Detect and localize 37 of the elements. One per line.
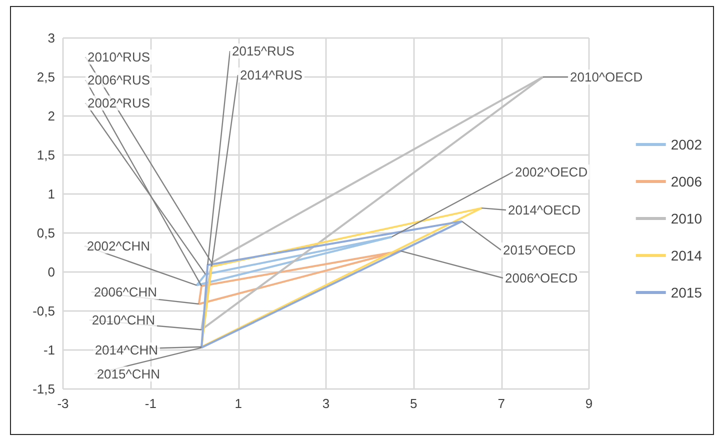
x-tick-label: -3 — [57, 396, 69, 411]
annotation: 2010^CHN — [92, 312, 155, 328]
x-tick-label: 5 — [410, 396, 418, 411]
x-tick-label: 3 — [322, 396, 330, 411]
annotation: 2015^CHN — [96, 366, 160, 382]
x-tick-label: 9 — [585, 396, 593, 411]
x-tick-label: 1 — [234, 396, 242, 411]
annotation: 2006^RUS — [88, 72, 150, 88]
y-tick-label: -1,5 — [32, 382, 55, 396]
annotation: 2015^OECD — [503, 242, 576, 258]
y-tick-label: 1,5 — [36, 148, 55, 162]
legend-label: 2015 — [670, 284, 702, 300]
annotation: 2006^CHN — [94, 284, 157, 300]
annotation: 2014^OECD — [508, 202, 581, 218]
y-tick-label: 0 — [48, 264, 55, 280]
annotation: 2002^RUS — [88, 96, 150, 110]
y-tick-label: -0,5 — [32, 304, 55, 318]
annotation: 2015^RUS — [232, 44, 295, 58]
legend-label: 2006 — [670, 174, 702, 190]
legend-label: 2014 — [670, 248, 702, 264]
y-tick-label: 2 — [48, 108, 55, 124]
x-tick-label: -1 — [144, 396, 156, 411]
annotation: 2010^RUS — [88, 50, 150, 64]
annotation: 2014^RUS — [240, 68, 303, 82]
legend-label: 2002 — [670, 136, 702, 152]
annotation: 2014^CHN — [94, 342, 158, 358]
y-tick-label: 1 — [48, 186, 55, 202]
y-tick-label: 0,5 — [36, 226, 55, 240]
legend-label: 2010 — [670, 210, 702, 226]
x-tick-label: 7 — [498, 396, 505, 411]
annotation: 2006^OECD — [505, 270, 578, 286]
annotation: 2010^OECD — [570, 70, 643, 84]
y-tick-label: -1 — [43, 342, 55, 358]
annotation: 2002^CHN — [86, 238, 150, 254]
y-tick-label: 2,5 — [36, 70, 55, 84]
annotation: 2002^OECD — [515, 164, 588, 180]
y-tick-label: 3 — [48, 30, 55, 46]
